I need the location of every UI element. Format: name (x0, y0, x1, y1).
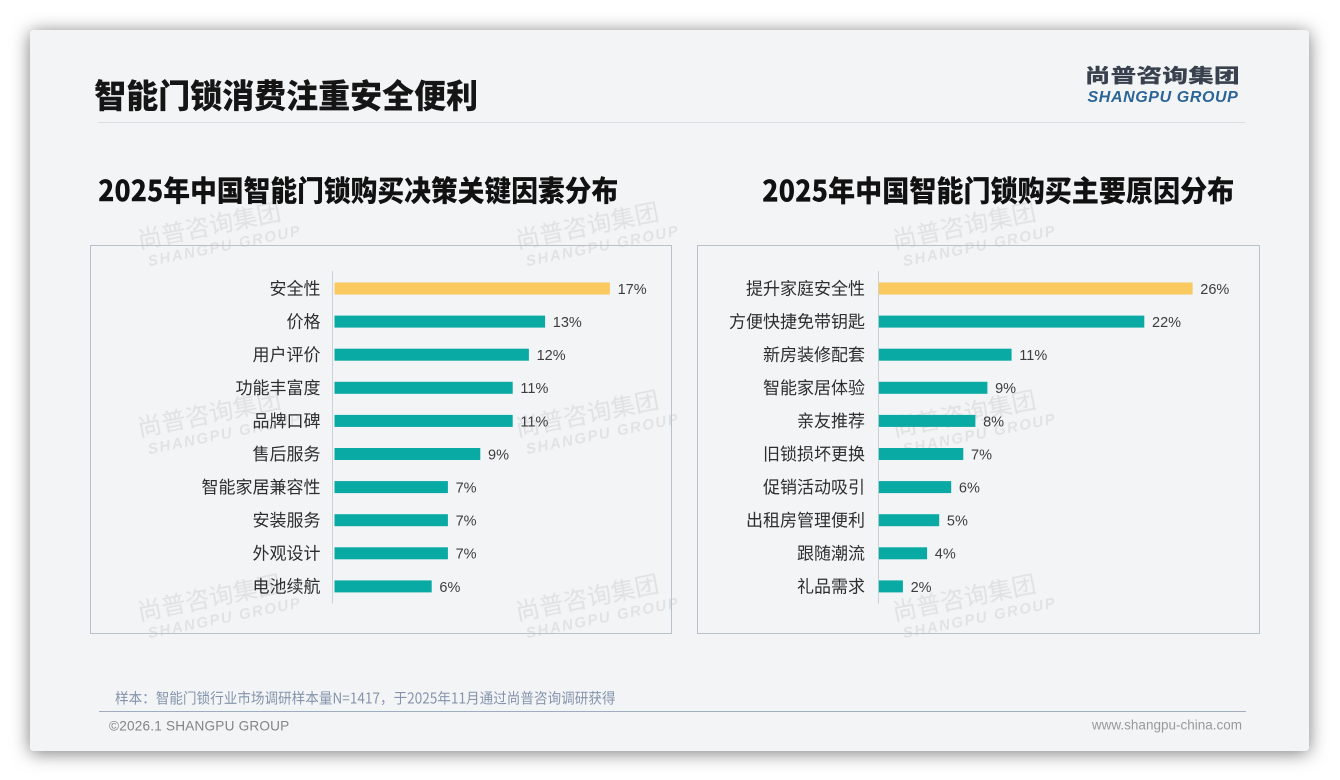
svg-text:7%: 7% (456, 481, 477, 497)
svg-text:8%: 8% (983, 414, 1004, 430)
svg-text:7%: 7% (456, 547, 477, 563)
svg-text:9%: 9% (995, 381, 1016, 397)
svg-text:11%: 11% (1019, 348, 1047, 364)
svg-text:www.shangpu-china.com: www.shangpu-china.com (1091, 718, 1242, 733)
svg-text:11%: 11% (520, 414, 548, 430)
svg-text:22%: 22% (1152, 315, 1181, 331)
svg-text:17%: 17% (618, 282, 647, 298)
svg-text:7%: 7% (971, 447, 992, 463)
svg-text:©2026.1 SHANGPU GROUP: ©2026.1 SHANGPU GROUP (109, 719, 289, 734)
svg-text:6%: 6% (439, 580, 460, 596)
svg-text:2%: 2% (911, 580, 932, 596)
svg-text:7%: 7% (456, 514, 477, 530)
svg-text:6%: 6% (959, 481, 980, 497)
svg-text:5%: 5% (947, 514, 968, 530)
svg-text:26%: 26% (1200, 282, 1229, 298)
svg-text:13%: 13% (553, 315, 582, 331)
svg-text:SHANGPU GROUP: SHANGPU GROUP (1088, 89, 1239, 106)
svg-text:4%: 4% (935, 547, 956, 563)
svg-text:11%: 11% (520, 381, 548, 397)
svg-text:9%: 9% (488, 447, 509, 463)
svg-text:12%: 12% (537, 348, 566, 364)
